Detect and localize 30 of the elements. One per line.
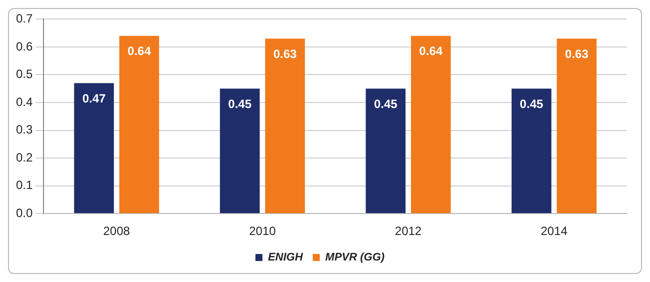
bar xyxy=(119,36,160,214)
y-tick-label: 0.7 xyxy=(16,12,33,26)
bar xyxy=(220,88,260,214)
bar xyxy=(410,36,451,214)
legend-label: ENIGH xyxy=(268,252,304,264)
x-tick-label: 2014 xyxy=(540,224,568,238)
bar xyxy=(512,88,552,214)
data-label: 0.63 xyxy=(565,46,589,61)
data-label: 0.47 xyxy=(82,91,106,106)
x-tick-label: 2008 xyxy=(103,224,130,238)
y-tick-label: 0.5 xyxy=(16,67,33,82)
bar xyxy=(265,38,305,214)
y-tick-label: 0.3 xyxy=(16,122,33,137)
y-tick-label: 0.0 xyxy=(16,206,33,220)
x-tick-label: 2010 xyxy=(249,224,276,238)
bar xyxy=(556,38,597,214)
bar xyxy=(74,83,114,214)
y-tick-label: 0.4 xyxy=(16,94,33,109)
data-label: 0.45 xyxy=(228,96,252,111)
bar xyxy=(366,88,406,214)
data-label: 0.45 xyxy=(374,96,398,111)
y-tick-label: 0.6 xyxy=(16,39,33,54)
data-label: 0.45 xyxy=(520,96,544,111)
data-label: 0.64 xyxy=(128,44,152,58)
data-label: 0.63 xyxy=(273,46,298,61)
x-tick-label: 2012 xyxy=(394,224,422,238)
legend-label: MPVR (GG) xyxy=(325,252,385,264)
y-tick-label: 0.1 xyxy=(16,178,33,192)
data-label: 0.64 xyxy=(419,44,443,58)
y-tick-label: 0.2 xyxy=(16,150,33,164)
